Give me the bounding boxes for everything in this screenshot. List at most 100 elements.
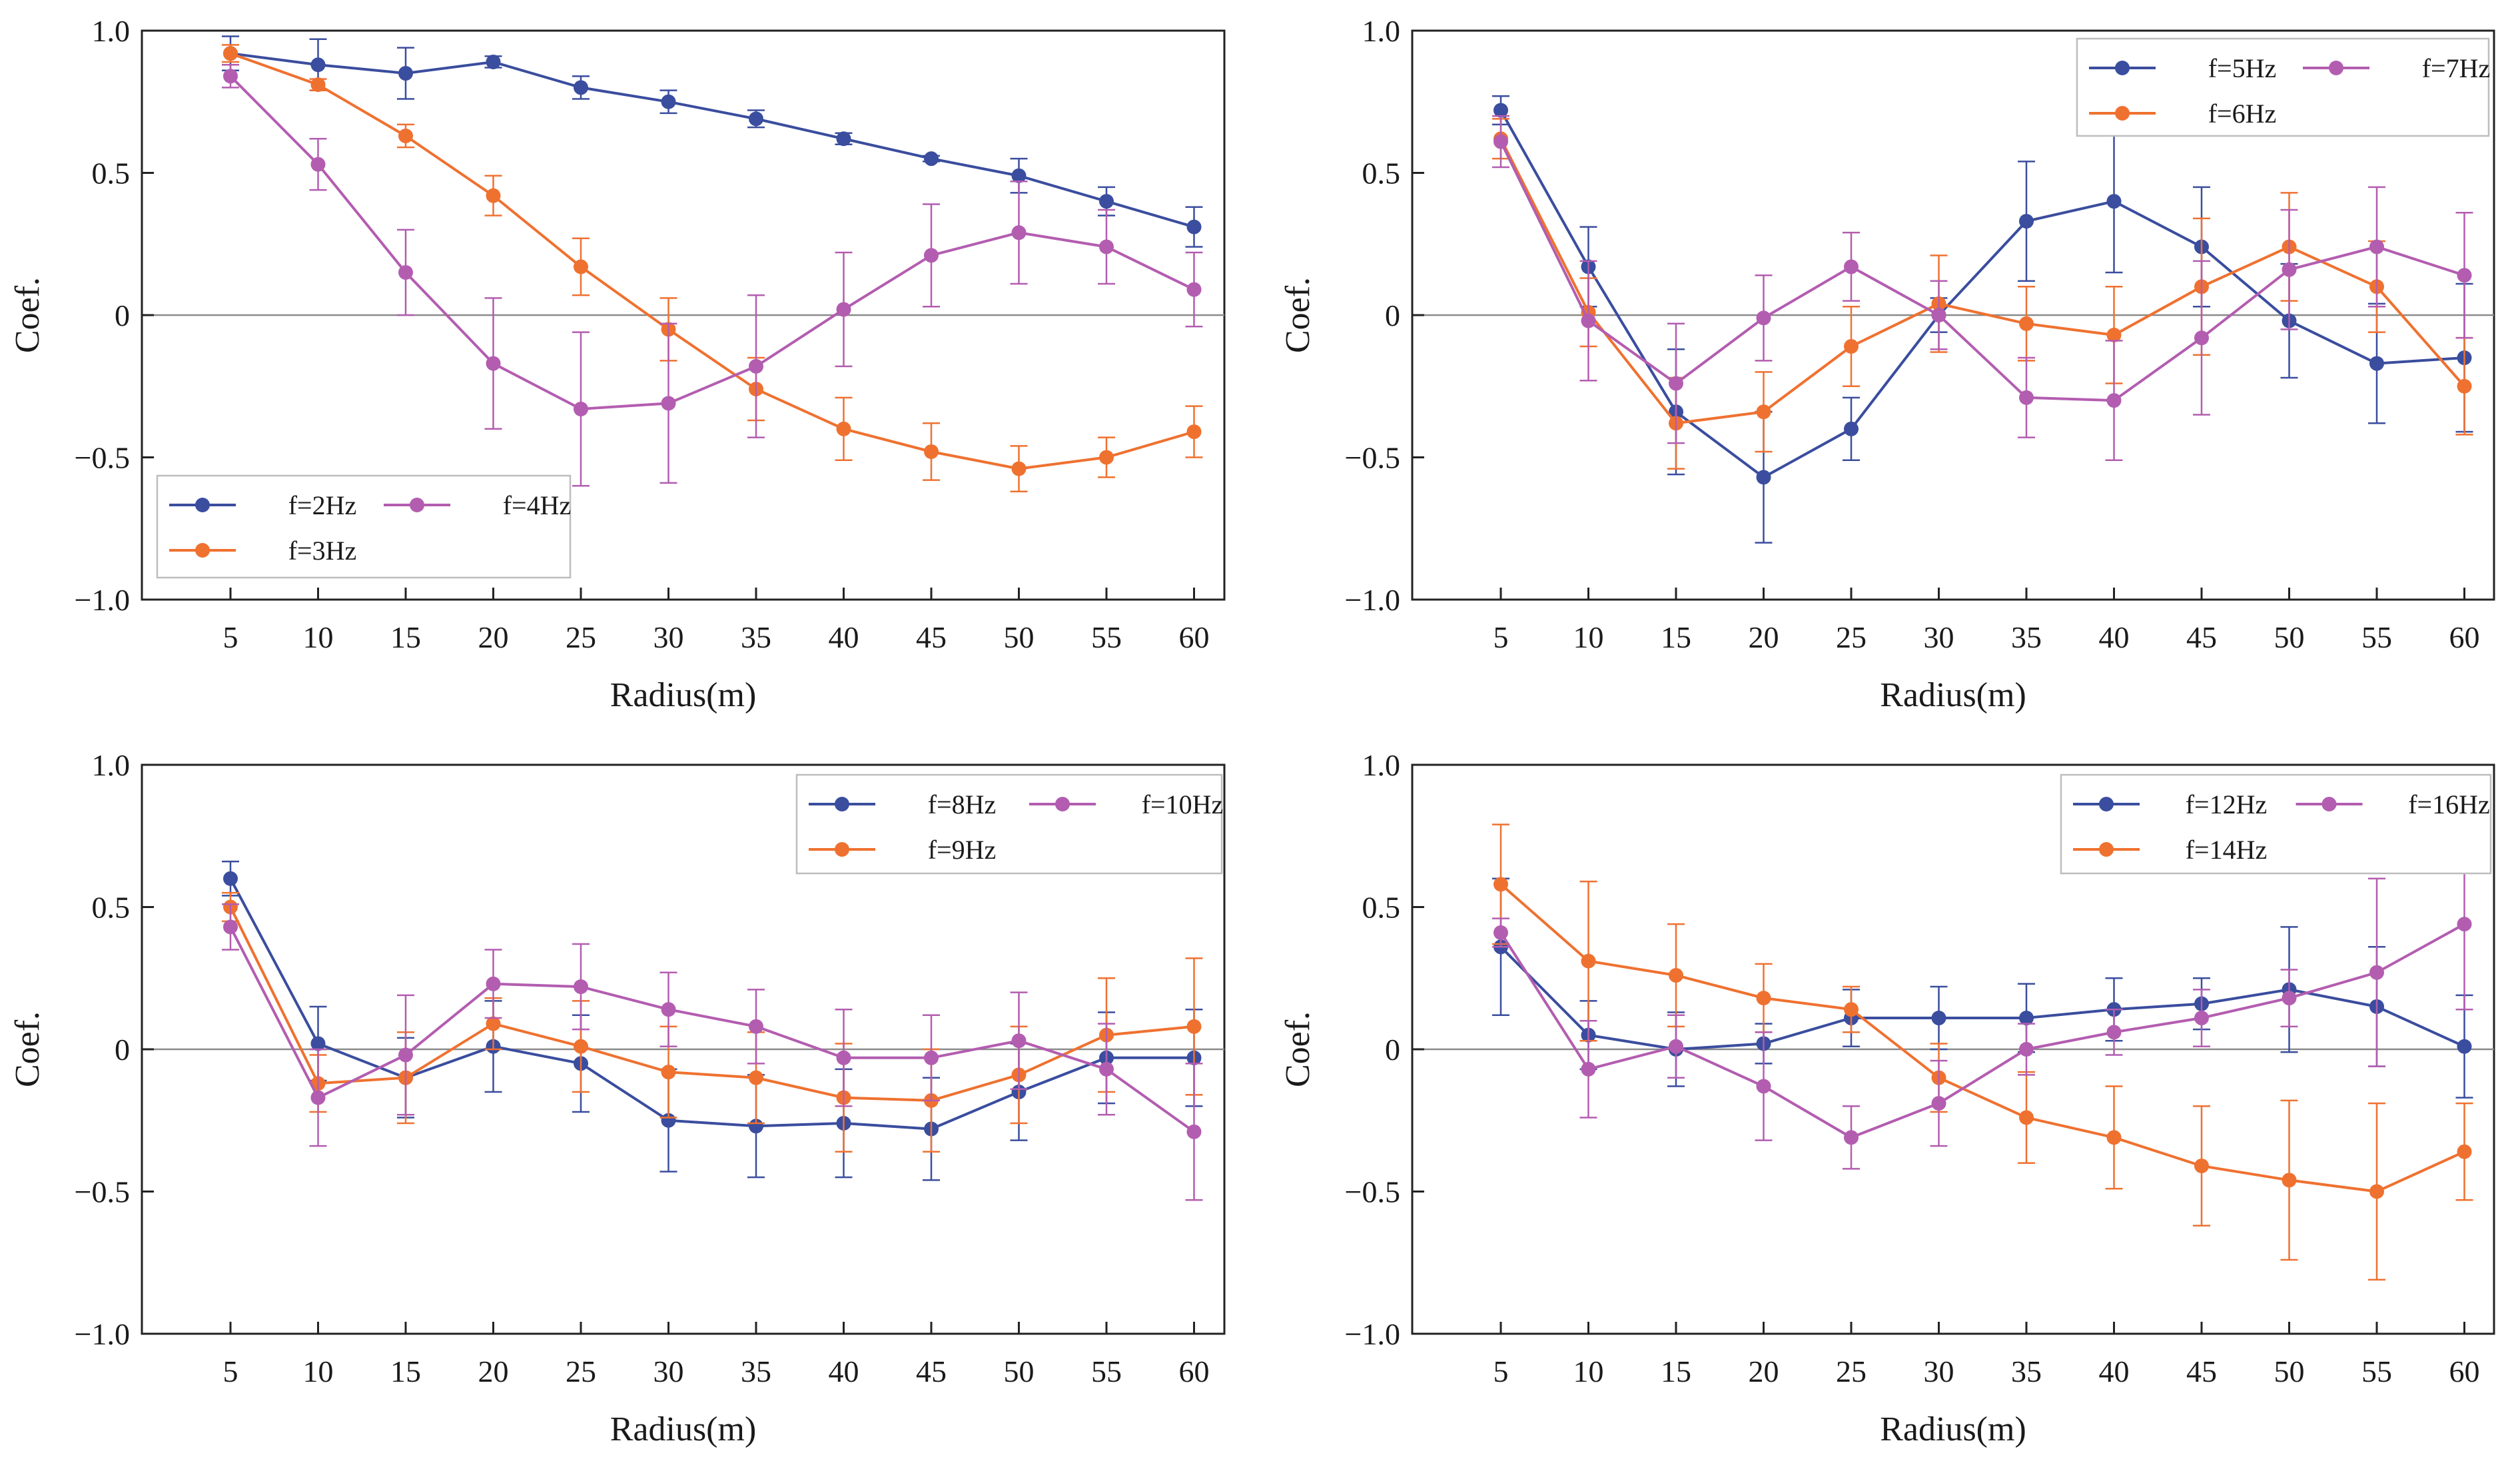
data-point (749, 111, 763, 127)
series-line (229, 877, 1194, 1131)
x-tick-label: 30 (653, 1354, 684, 1388)
legend-item: f=7Hz (2303, 53, 2490, 83)
x-tick-label: 30 (1924, 1354, 1954, 1388)
data-point (310, 157, 326, 172)
data-point (1931, 308, 1946, 322)
legend-frame (795, 773, 1223, 875)
x-tick-label: 60 (1179, 1354, 1210, 1388)
data-point (1669, 376, 1683, 391)
legend-swatch-marker (1055, 797, 1070, 811)
data-point (1669, 967, 1683, 983)
series-line (230, 52, 1195, 470)
x-tick-label: 35 (741, 620, 771, 654)
y-tick-label: 0 (115, 298, 130, 332)
legend-label: f=4Hz (503, 490, 572, 520)
y-tick-label: −1.0 (1345, 1317, 1400, 1351)
x-tick-label: 40 (2099, 1354, 2130, 1388)
y-tick-label: −0.5 (75, 441, 130, 475)
data-point (2194, 330, 2209, 346)
data-point (1011, 225, 1027, 241)
data-point (2282, 991, 2297, 1006)
y-axis: −1.0 −0.5 0 0.5 1.0 (75, 748, 154, 1351)
x-tick-label: 45 (2186, 1354, 2217, 1388)
x-tick-label: 50 (2274, 620, 2305, 654)
x-tick-label: 10 (303, 620, 334, 654)
data-point (836, 421, 851, 436)
x-tick-label: 30 (1924, 620, 1954, 654)
x-axis: 5 10 15 20 25 30 35 40 45 50 55 60 (223, 588, 1210, 654)
x-tick-label: 15 (1661, 620, 1691, 654)
x-axis-title: Radius(m) (610, 676, 757, 714)
data-point (223, 871, 238, 886)
data-point (486, 976, 501, 991)
data-point (1581, 953, 1596, 969)
chart-panel-3: −1.0 −0.5 0 0.5 1.0 5 10 15 20 25 30 35 40 45 50 55 60 Ra… (9, 748, 1226, 1448)
data-point (2019, 214, 2034, 229)
x-tick-label: 5 (223, 1354, 238, 1388)
series-f=4Hz (222, 63, 1203, 487)
data-point (2106, 194, 2122, 209)
data-point (1669, 1039, 1683, 1054)
y-tick-label: 1.0 (92, 14, 131, 48)
data-point (2282, 262, 2297, 277)
legend-swatch-marker (195, 543, 210, 558)
data-point (2369, 1184, 2384, 1199)
x-axis-title: Radius(m) (610, 1410, 757, 1448)
data-point (2457, 268, 2472, 283)
y-tick-label: 0.5 (1362, 891, 1401, 925)
data-point (2194, 1011, 2209, 1026)
data-point (2369, 239, 2384, 254)
legend-label: f=6Hz (2208, 99, 2277, 129)
x-tick-label: 35 (741, 1354, 771, 1388)
data-point (1011, 461, 1027, 476)
y-tick-label: 0.5 (92, 891, 131, 925)
legend-item: f=9Hz (809, 835, 996, 865)
data-point (2019, 1110, 2034, 1125)
legend-item: f=16Hz (2296, 789, 2490, 819)
legend-swatch-marker (835, 797, 849, 811)
data-point (2369, 965, 2384, 980)
x-tick-label: 25 (1836, 620, 1867, 654)
legend-swatch-marker (2099, 842, 2114, 857)
legend-swatch-marker (2329, 61, 2343, 75)
legend-swatch-marker (2115, 106, 2130, 121)
data-point (1756, 310, 1771, 326)
legend-item: f=6Hz (2089, 99, 2276, 129)
data-point (749, 1019, 763, 1034)
data-point (1844, 1130, 1859, 1145)
legend-item: f=3Hz (169, 536, 356, 566)
x-tick-label: 15 (390, 1354, 421, 1388)
legend-label: f=12Hz (2186, 789, 2268, 819)
series-line (229, 75, 1195, 410)
x-tick-label: 45 (2186, 620, 2217, 654)
series-line (1499, 923, 2465, 1139)
data-point (398, 128, 413, 143)
x-tick-label: 25 (566, 1354, 596, 1388)
legend-label: f=9Hz (928, 835, 997, 865)
data-point (398, 1047, 413, 1063)
legend-label: f=14Hz (2186, 835, 2268, 865)
data-point (1186, 424, 1202, 440)
x-axis: 5 10 15 20 25 30 35 40 45 50 55 60 (1493, 588, 2480, 654)
data-point (574, 259, 588, 274)
x-tick-label: 35 (2011, 1354, 2042, 1388)
series-f=7Hz (1492, 115, 2473, 462)
series-line (1499, 109, 2465, 479)
x-tick-label: 40 (829, 1354, 859, 1388)
data-point (749, 358, 763, 374)
chart-panel-2: −1.0 −0.5 0 0.5 1.0 5 10 15 20 25 30 35 40 45 50 55 60 Ra… (1279, 14, 2495, 714)
data-point (2019, 1011, 2034, 1026)
x-tick-label: 40 (829, 620, 859, 654)
y-tick-label: 0 (115, 1033, 130, 1067)
data-point (1931, 1096, 1946, 1111)
data-point (1099, 1061, 1114, 1077)
data-point (836, 131, 851, 147)
x-tick-label: 20 (478, 620, 509, 654)
legend-swatch-marker (195, 498, 210, 512)
data-point (574, 1039, 588, 1054)
data-point (1493, 103, 1508, 118)
x-tick-label: 10 (1573, 1354, 1604, 1388)
data-point (1186, 1019, 1202, 1034)
x-tick-label: 60 (1179, 620, 1210, 654)
x-axis: 5 10 15 20 25 30 35 40 45 50 55 60 (1493, 1322, 2480, 1388)
